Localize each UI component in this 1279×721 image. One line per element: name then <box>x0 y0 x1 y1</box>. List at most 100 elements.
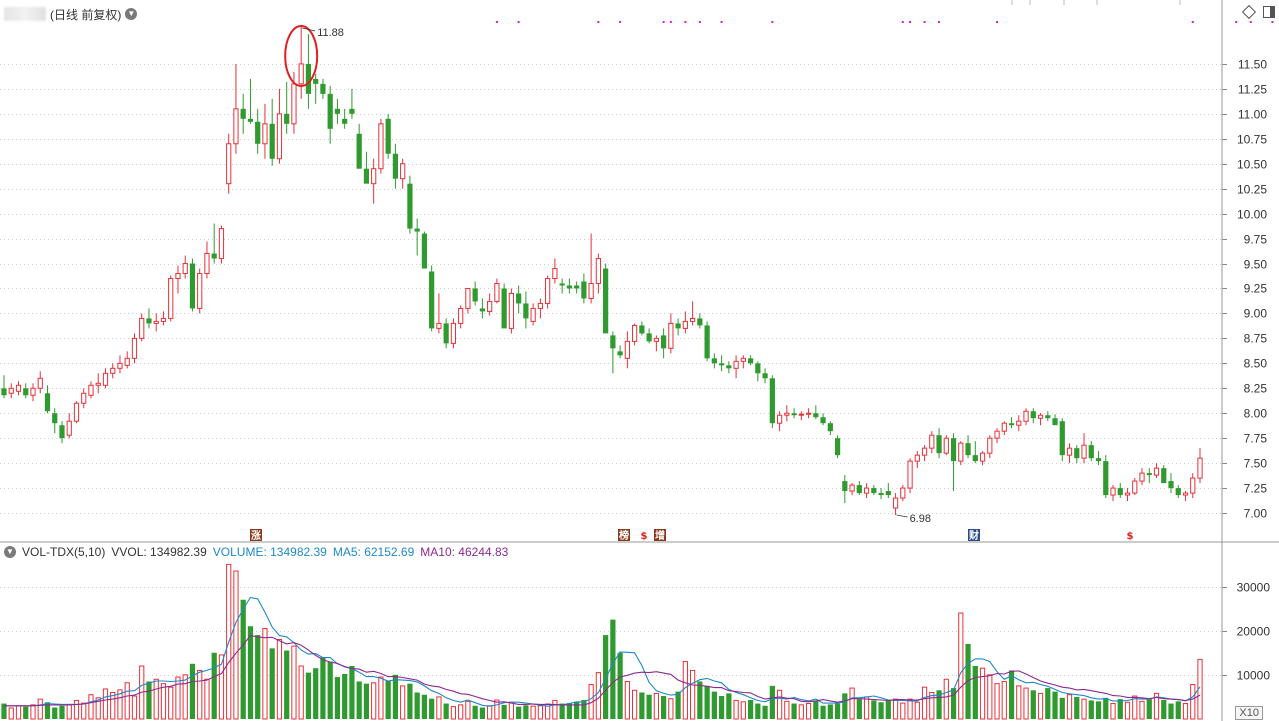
candle-body <box>559 283 565 286</box>
price-tick-label: 7.25 <box>1244 482 1268 496</box>
volume-bar <box>102 688 109 720</box>
candle <box>972 441 978 464</box>
volume-bar <box>465 700 471 720</box>
volume-bar <box>66 703 72 720</box>
chevron-down-icon[interactable]: ▼ <box>125 8 138 20</box>
candle-body <box>102 372 109 386</box>
signal-dot <box>597 21 600 23</box>
candle-body <box>1153 467 1160 476</box>
volume-bar <box>574 701 580 719</box>
candle <box>44 385 51 414</box>
volume-bar <box>378 676 384 720</box>
volume-bar <box>668 698 674 720</box>
candle-body <box>429 271 435 329</box>
candle-body <box>1103 461 1109 496</box>
candle <box>1139 468 1145 486</box>
volume-tick-label: 10000 <box>1237 669 1271 683</box>
candle <box>59 421 65 444</box>
candle-body <box>131 337 138 359</box>
volume-bar <box>342 673 348 719</box>
zoom-label[interactable]: X10 <box>1235 706 1263 720</box>
signal-dot <box>909 21 912 23</box>
panel-toggle-icon[interactable] <box>1263 6 1275 18</box>
chart-title: (日线 前复权) <box>50 7 122 22</box>
candle-body <box>523 303 529 319</box>
volume-bar <box>755 703 761 719</box>
volume-bar <box>950 688 957 719</box>
volume-bar <box>1146 699 1152 719</box>
candle-body <box>632 324 638 342</box>
volume-bar <box>15 705 22 720</box>
signal-dot <box>619 21 622 23</box>
candle-body <box>378 123 384 170</box>
candle-body <box>37 377 43 389</box>
candle <box>1153 463 1160 479</box>
candle-body <box>900 487 906 499</box>
volume-bar <box>255 635 261 719</box>
volume-bar <box>1037 692 1044 720</box>
candle <box>1190 473 1196 499</box>
top-right-tools <box>1241 4 1275 20</box>
candle <box>400 158 406 189</box>
candle-body <box>443 323 449 344</box>
volume-indicator-name[interactable]: VOL-TDX(5,10) <box>22 545 106 559</box>
price-tick-label: 8.50 <box>1244 357 1268 371</box>
candle-body <box>776 414 783 424</box>
volume-bar <box>813 700 819 719</box>
candle <box>863 483 870 499</box>
candle-body <box>566 285 572 289</box>
volume-bar <box>740 701 746 720</box>
volume-bar <box>1117 699 1123 719</box>
ma5-value: MA5: 62152.69 <box>332 545 415 559</box>
volume-bar <box>1132 695 1138 720</box>
candle-body <box>805 412 812 415</box>
candle <box>1103 455 1109 499</box>
candle-body <box>994 430 1000 439</box>
volume-bar <box>1052 691 1058 719</box>
candle-body <box>820 417 826 424</box>
volume-bar <box>936 690 942 719</box>
volume-bar <box>842 693 848 719</box>
candle-body <box>979 452 986 462</box>
candle <box>1110 485 1116 502</box>
candle-body <box>1110 487 1116 496</box>
candle-body <box>59 425 65 439</box>
price-tick-label: 8.25 <box>1244 382 1268 396</box>
candle <box>501 283 507 329</box>
volume-bar <box>262 627 268 720</box>
volume-bar <box>131 695 138 720</box>
candle <box>1074 445 1080 464</box>
candle-body <box>965 443 971 456</box>
volume-bar <box>494 699 500 720</box>
candle <box>603 263 609 334</box>
volume-bar <box>400 685 406 720</box>
candle-body <box>139 317 145 339</box>
signal-dot <box>901 21 904 23</box>
candle <box>1146 468 1152 484</box>
price-tick-label: 9.50 <box>1244 258 1268 272</box>
volume-menu-icon[interactable]: ▼ <box>4 546 16 558</box>
candle-body <box>30 387 36 396</box>
candle-body <box>755 363 761 374</box>
candle <box>581 273 587 304</box>
candle-body <box>291 83 297 125</box>
candle <box>117 355 123 374</box>
volume-bar <box>429 698 435 719</box>
price-grid <box>0 64 1222 514</box>
candle <box>929 431 935 454</box>
candle <box>791 408 797 419</box>
volume-bar <box>414 692 420 719</box>
candle-body <box>769 378 775 424</box>
candle <box>740 355 746 369</box>
candle <box>356 123 362 169</box>
volume-bar <box>798 704 804 720</box>
volume-bar <box>1045 688 1051 719</box>
event-marker: 财 <box>968 529 980 542</box>
event-marker-label: 涨 <box>251 529 261 542</box>
candle-body <box>689 317 696 322</box>
candle <box>168 275 174 322</box>
candle <box>545 275 551 309</box>
candle-body <box>465 287 471 309</box>
candle <box>262 103 268 159</box>
